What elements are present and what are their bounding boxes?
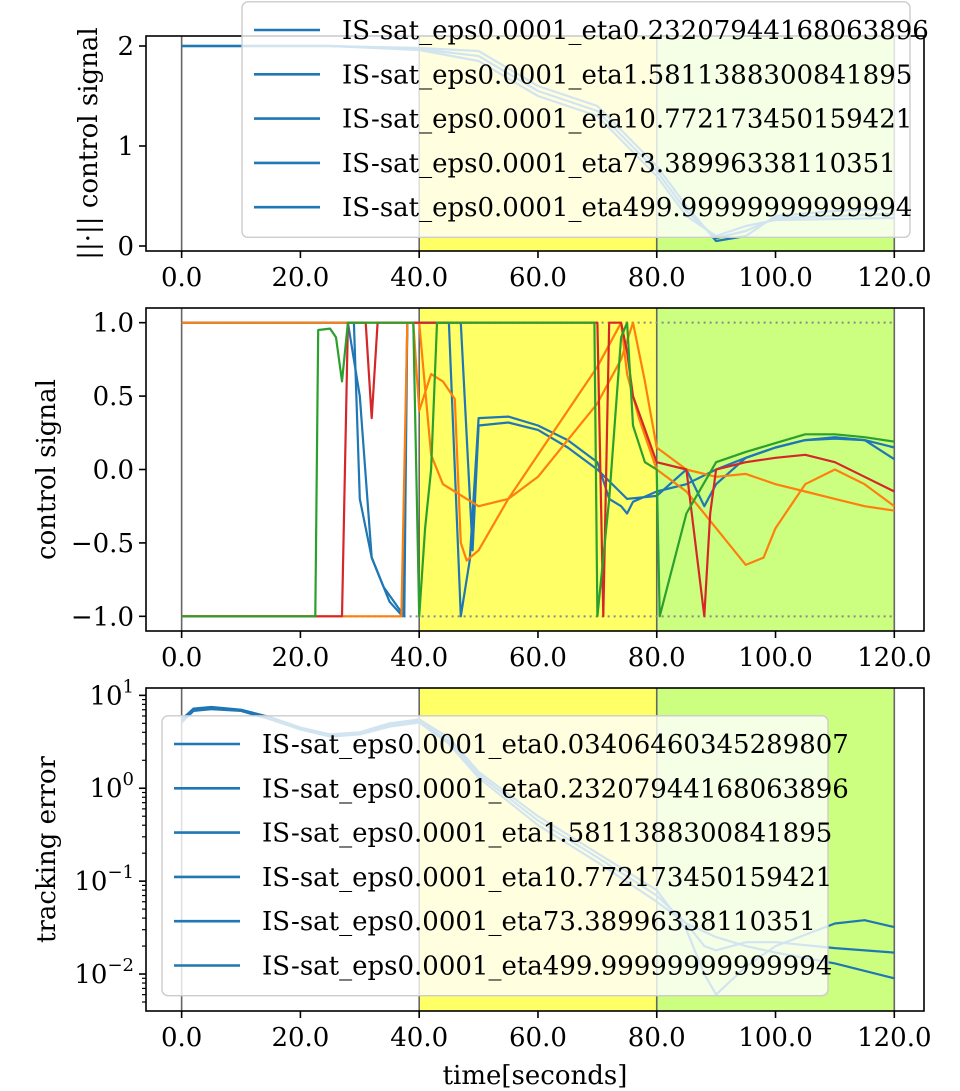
control-band-2 [656, 308, 895, 631]
error-xtick-label-4: 80.0 [628, 1023, 686, 1053]
error-xtick-label-6: 120.0 [857, 1023, 931, 1053]
error-ytick-exp-3: −2 [107, 955, 134, 976]
error-legend: IS-sat_eps0.0001_eta0.03406460345289807 I… [161, 715, 849, 997]
error-ytick-base-0: 10 [89, 681, 122, 711]
control-series-5 [181, 321, 895, 618]
error-ytick-exp-0: 1 [123, 676, 134, 697]
norm-legend-entry-3: IS-sat_eps0.0001_eta73.38996338110351 [342, 149, 896, 179]
control-plot-area [180, 308, 896, 631]
error-legend-entry-0: IS-sat_eps0.0001_eta0.03406460345289807 [262, 730, 849, 760]
control-xtick-label-1: 20.0 [271, 643, 329, 673]
control-ytick-label-2: 0.0 [93, 456, 134, 486]
control-y-axis-label: control signal [32, 379, 62, 560]
error-ytick-label-2: 10−1 [74, 862, 134, 897]
error-legend-entry-4: IS-sat_eps0.0001_eta73.38996338110351 [262, 907, 816, 937]
error-legend-entry-1: IS-sat_eps0.0001_eta0.23207944168063896 [262, 774, 849, 804]
control-series-4 [181, 321, 895, 512]
control-panel: 0.0 20.0 40.0 60.0 80.0 100.0 120.0 1.0 0.5 0.0 −0… [32, 307, 932, 673]
norm-legend-entry-1: IS-sat_eps0.0001_eta1.5811388300841895 [342, 60, 912, 90]
error-ytick-base-2: 10 [74, 867, 107, 897]
error-ytick-label-3: 10−2 [74, 955, 134, 990]
control-xtick-label-0: 0.0 [161, 643, 202, 673]
error-xtick-label-1: 20.0 [271, 1023, 329, 1053]
error-ytick-base-1: 10 [89, 774, 122, 804]
control-xtick-label-6: 120.0 [857, 643, 931, 673]
error-xtick-label-2: 40.0 [390, 1023, 448, 1053]
control-xtick-label-2: 40.0 [390, 643, 448, 673]
control-ytick-label-0: 1.0 [93, 309, 134, 339]
norm-ytick-label-2: 2 [117, 32, 134, 62]
error-legend-entry-5: IS-sat_eps0.0001_eta499.99999999999994 [262, 952, 832, 982]
x-axis-label: time[seconds] [443, 1061, 628, 1091]
norm-ytick-label-1: 1 [117, 132, 134, 162]
norm-xtick-label-4: 80.0 [628, 263, 686, 293]
error-ytick-label-0: 101 [89, 676, 134, 711]
norm-xtick-label-0: 0.0 [161, 263, 202, 293]
error-ytick-exp-1: 0 [123, 769, 134, 790]
control-xtick-label-5: 100.0 [738, 643, 812, 673]
norm-legend-box [241, 1, 911, 239]
control-ytick-label-3: −0.5 [71, 529, 134, 559]
norm-ytick-label-0: 0 [117, 232, 134, 262]
error-ytick-base-3: 10 [74, 960, 107, 990]
norm-xtick-label-2: 40.0 [390, 263, 448, 293]
norm-xtick-label-1: 20.0 [271, 263, 329, 293]
error-xtick-label-5: 100.0 [738, 1023, 812, 1053]
error-legend-box [161, 715, 829, 997]
error-panel: 0.0 20.0 40.0 60.0 80.0 100.0 120.010110010−11… [32, 676, 932, 1053]
control-ytick-label-1: 0.5 [93, 382, 134, 412]
error-xtick-label-3: 60.0 [509, 1023, 567, 1053]
control-ytick-label-4: −1.0 [71, 602, 134, 632]
norm-xtick-label-5: 100.0 [738, 263, 812, 293]
norm-legend-entry-0: IS-sat_eps0.0001_eta0.23207944168063896 [342, 16, 929, 46]
control-series-6 [181, 321, 895, 618]
error-xtick-label-0: 0.0 [161, 1023, 202, 1053]
norm-xtick-label-6: 120.0 [857, 263, 931, 293]
error-legend-entry-2: IS-sat_eps0.0001_eta1.5811388300841895 [262, 819, 832, 849]
error-y-axis-label: tracking error [32, 755, 62, 943]
control-xtick-label-4: 80.0 [628, 643, 686, 673]
norm-legend: IS-sat_eps0.0001_eta0.23207944168063896 I… [241, 1, 929, 239]
control-series-2 [181, 321, 895, 618]
error-ytick-exp-2: −1 [107, 862, 134, 883]
error-ytick-label-1: 100 [89, 769, 134, 804]
norm-legend-entry-2: IS-sat_eps0.0001_eta10.772173450159421 [342, 105, 912, 135]
norm-y-axis-label: ||·|| control signal [74, 27, 104, 260]
norm-xtick-label-3: 60.0 [509, 263, 567, 293]
norm-panel: 0.0 20.0 40.0 60.0 80.0 100.0 120.0 0 1 2 ||·|| co… [74, 1, 932, 293]
error-legend-entry-3: IS-sat_eps0.0001_eta10.772173450159421 [262, 863, 832, 893]
control-xtick-label-3: 60.0 [509, 643, 567, 673]
error-frame [145, 687, 925, 1012]
norm-legend-entry-4: IS-sat_eps0.0001_eta499.99999999999994 [342, 193, 912, 223]
